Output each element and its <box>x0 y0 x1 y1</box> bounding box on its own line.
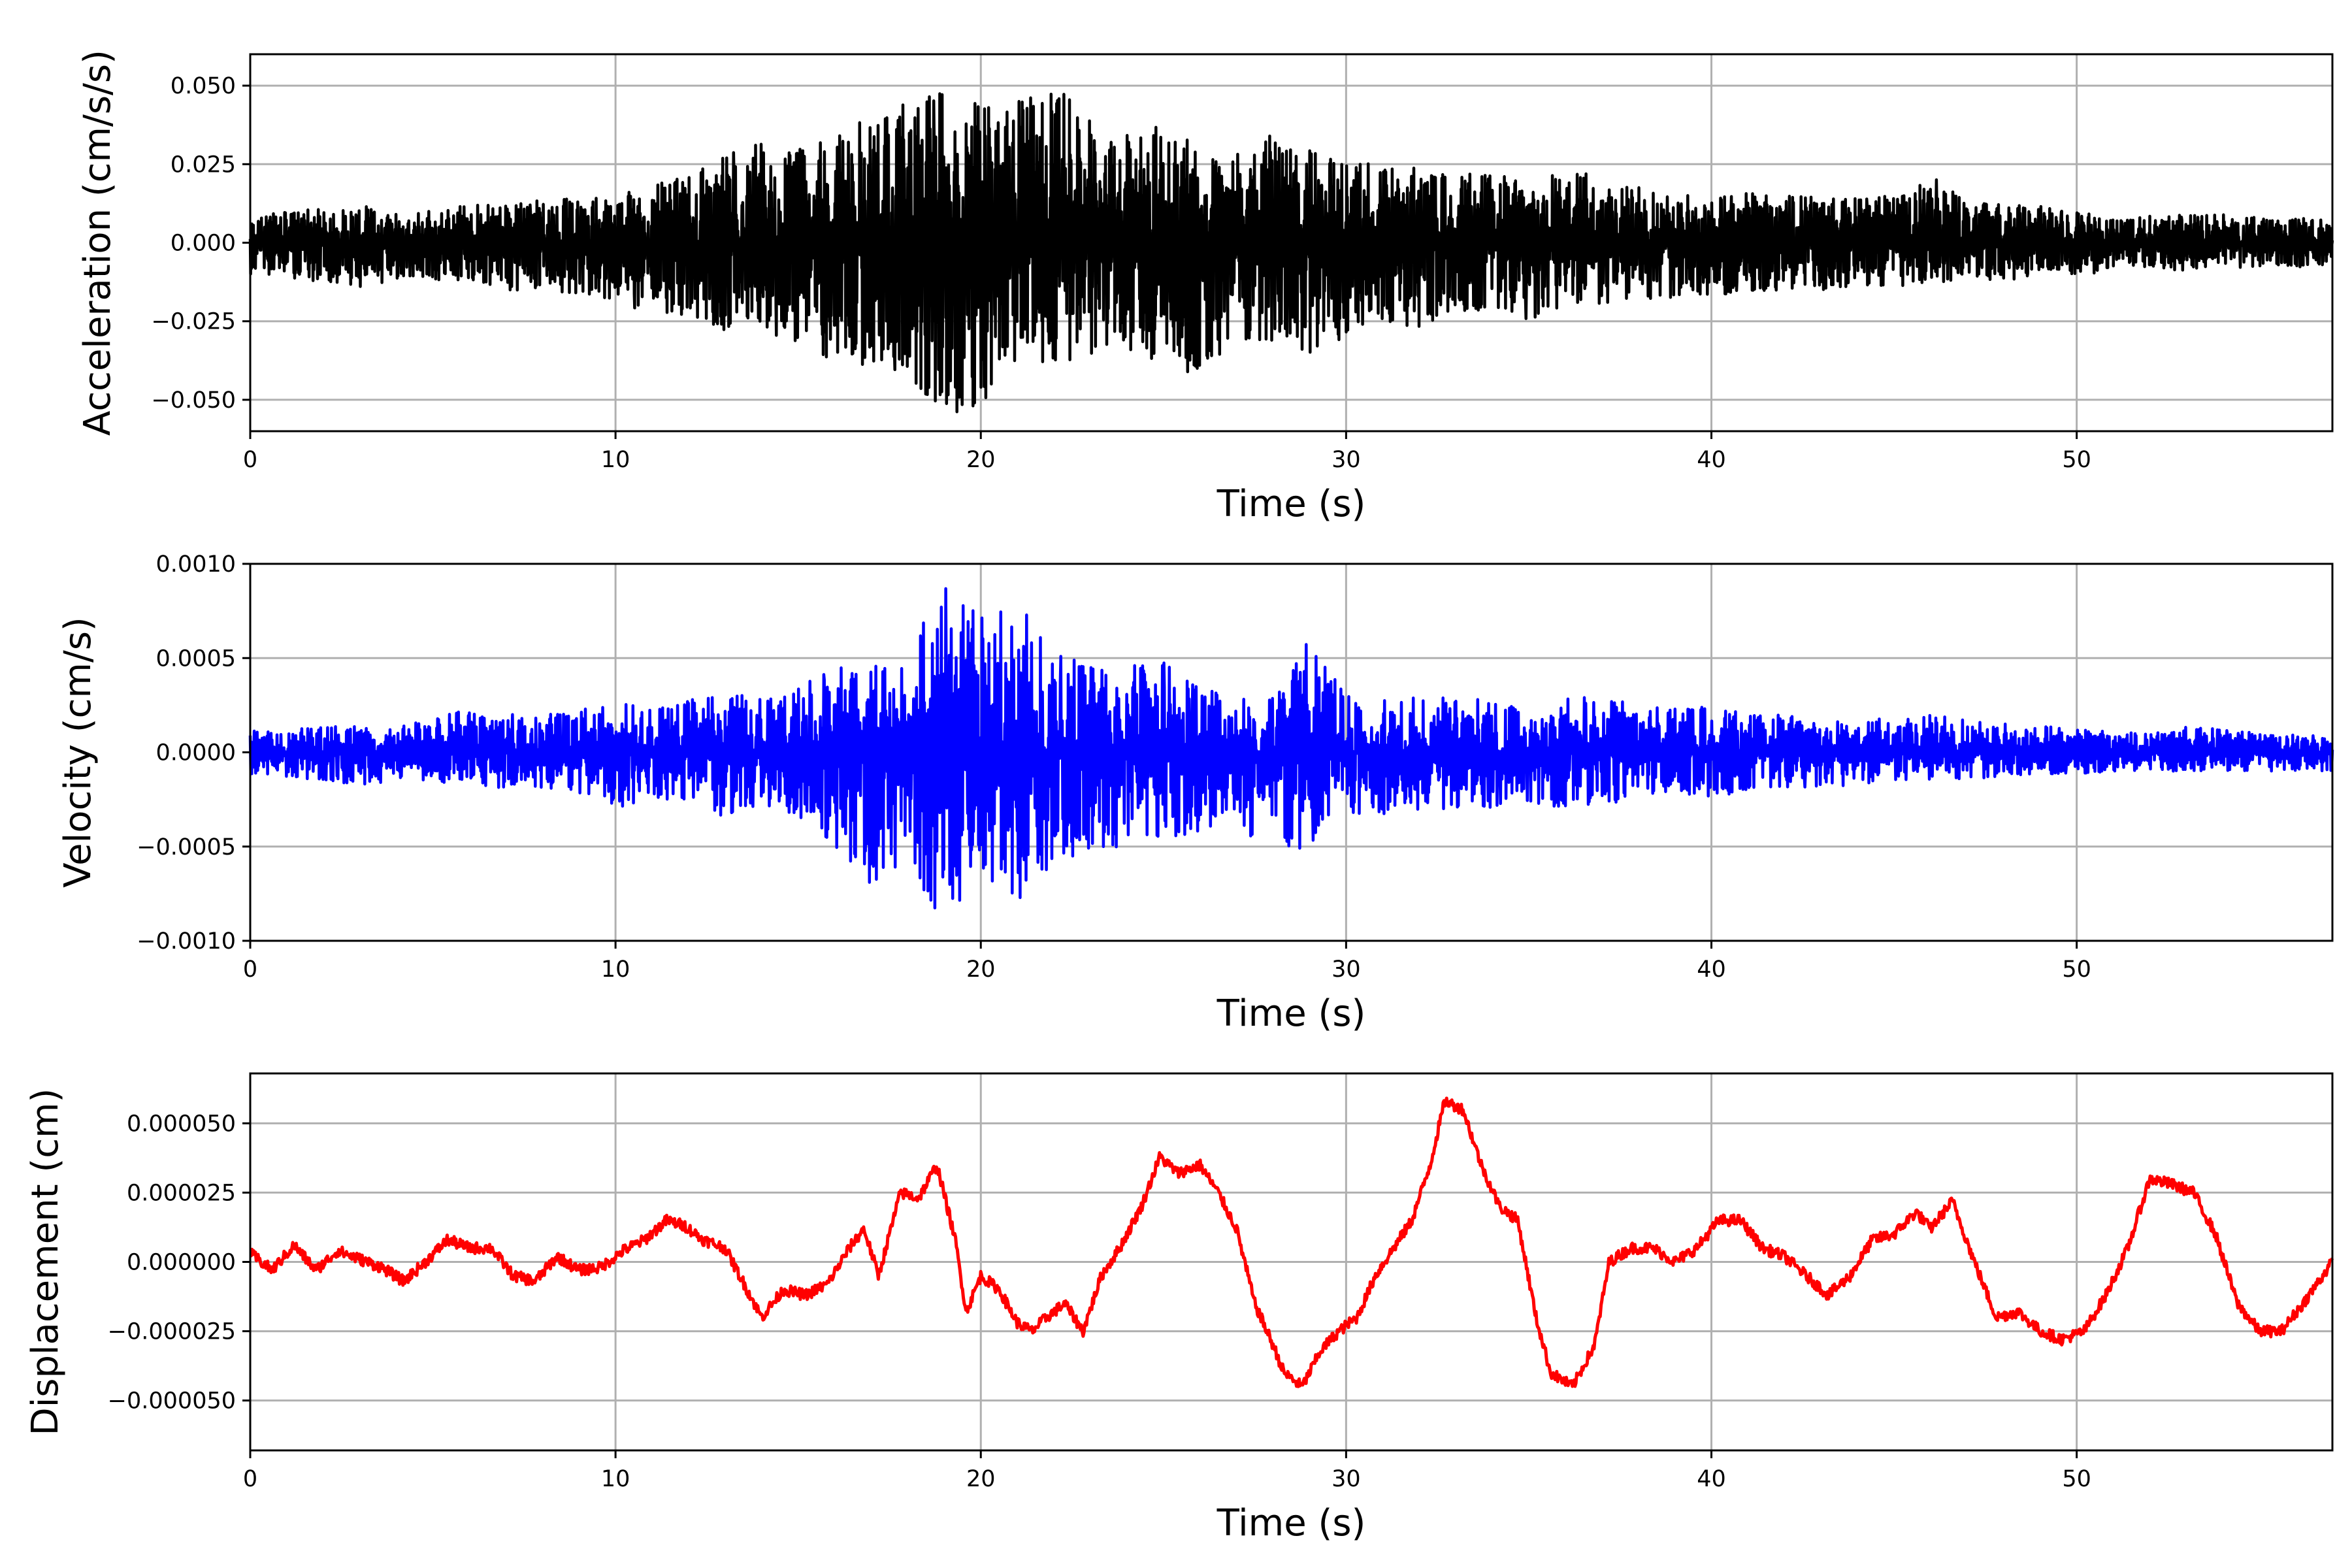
velocity-x-tick-label-3: 30 <box>1331 956 1361 983</box>
displacement-y-tick-label-2: 0.000000 <box>127 1250 236 1276</box>
displacement-x-tick-label-5: 50 <box>2062 1466 2091 1492</box>
acceleration-x-tick-label-0: 0 <box>243 447 257 473</box>
acceleration-x-tick-label-3: 30 <box>1331 447 1361 473</box>
acceleration-x-tick-label-1: 10 <box>601 447 630 473</box>
displacement-y-tick-label-0: −0.000050 <box>108 1388 236 1414</box>
velocity-series-line <box>248 587 2334 909</box>
velocity-y-tick-label-3: 0.0005 <box>156 645 236 672</box>
displacement-y-tick-label-3: 0.000025 <box>127 1180 236 1206</box>
displacement-y-tick-label-4: 0.000050 <box>127 1111 236 1137</box>
acceleration-y-tick-label-4: 0.050 <box>171 73 236 99</box>
displacement-x-tick-label-2: 20 <box>966 1466 996 1492</box>
displacement-x-tick-label-3: 30 <box>1331 1466 1361 1492</box>
acceleration-y-tick-label-1: −0.025 <box>151 309 236 335</box>
displacement-x-tick-label-1: 10 <box>601 1466 630 1492</box>
acceleration-x-axis-label: Time (s) <box>1217 483 1366 525</box>
acceleration-x-tick-label-5: 50 <box>2062 447 2091 473</box>
velocity-y-axis-label: Velocity (cm/s) <box>57 617 99 888</box>
acceleration-y-tick-label-0: −0.050 <box>151 387 236 414</box>
velocity-x-tick-label-4: 40 <box>1697 956 1726 983</box>
displacement-x-tick-label-0: 0 <box>243 1466 257 1492</box>
displacement-y-tick-label-1: −0.000025 <box>108 1319 236 1345</box>
velocity-x-axis-label: Time (s) <box>1217 992 1366 1035</box>
velocity-x-tick-label-1: 10 <box>601 956 630 983</box>
velocity-x-tick-label-0: 0 <box>243 956 257 983</box>
velocity-y-tick-label-2: 0.0000 <box>156 740 236 766</box>
displacement-y-axis-label: Displacement (cm) <box>24 1088 67 1436</box>
displacement-x-axis-label: Time (s) <box>1217 1502 1366 1544</box>
velocity-y-tick-label-1: −0.0005 <box>137 834 236 860</box>
acceleration-y-tick-label-3: 0.025 <box>171 152 236 178</box>
acceleration-series-line <box>248 92 2334 414</box>
acceleration-panel: 0 10 20 30 40 50 −0.050 −0.025 0.000 0.025 0.050 Ti… <box>76 50 2334 525</box>
velocity-x-tick-label-5: 50 <box>2062 956 2091 983</box>
velocity-y-tick-label-4: 0.0010 <box>156 551 236 578</box>
acceleration-x-tick-label-2: 20 <box>966 447 996 473</box>
displacement-x-tick-label-4: 40 <box>1697 1466 1726 1492</box>
acceleration-y-tick-label-2: 0.000 <box>171 231 236 257</box>
displacement-series-line <box>249 1096 2334 1388</box>
velocity-panel: 0 10 20 30 40 50 −0.0010 −0.0005 0.0000 0.0005 0.0… <box>57 551 2334 1035</box>
velocity-x-tick-label-2: 20 <box>966 956 996 983</box>
acceleration-y-axis-label: Acceleration (cm/s/s) <box>76 50 119 436</box>
acceleration-x-tick-label-4: 40 <box>1697 447 1726 473</box>
displacement-panel: 0 10 20 30 40 50 −0.000050 −0.000025 0.000000 0.0… <box>24 1072 2334 1544</box>
velocity-y-tick-label-0: −0.0010 <box>137 928 236 955</box>
